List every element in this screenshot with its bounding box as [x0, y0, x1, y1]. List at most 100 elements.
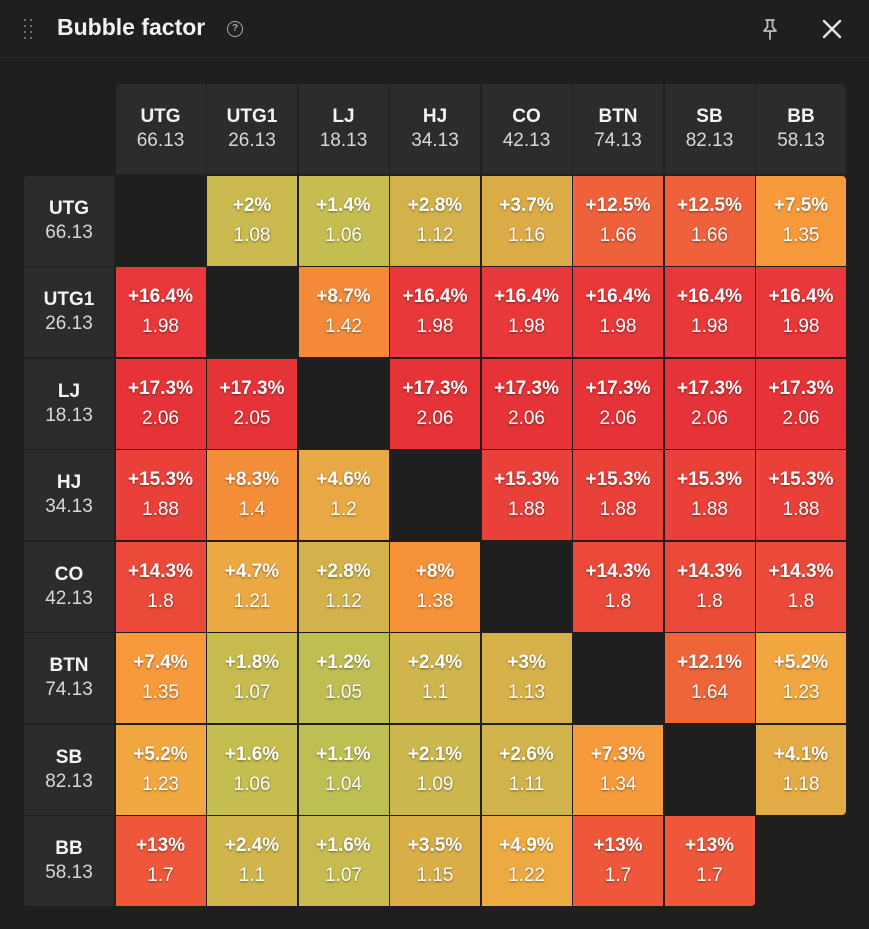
cell-percentage: +16.4%: [768, 286, 834, 307]
matrix-cell[interactable]: +5.2% 1.23: [115, 724, 206, 815]
matrix-cell[interactable]: +15.3% 1.88: [481, 450, 572, 540]
cell-bubble-factor: 1.13: [508, 682, 545, 703]
matrix-cell[interactable]: +15.3% 1.88: [756, 450, 846, 540]
matrix-cell[interactable]: +17.3% 2.06: [481, 358, 572, 449]
matrix-cell[interactable]: +14.3% 1.8: [573, 541, 663, 632]
cell-bubble-factor: 2.05: [233, 407, 271, 429]
matrix-cell[interactable]: +5.2% 1.23: [756, 633, 846, 723]
row-player-name: UTG1: [43, 289, 95, 310]
matrix-cell[interactable]: +14.3% 1.8: [664, 541, 755, 632]
matrix-cell[interactable]: +2.6% 1.11: [481, 724, 572, 815]
matrix-cell[interactable]: +14.3% 1.8: [756, 541, 846, 632]
matrix-cell[interactable]: +16.4% 1.98: [481, 267, 572, 357]
column-header: HJ 34.13: [390, 84, 480, 174]
cell-bubble-factor: 1.8: [147, 590, 174, 612]
close-icon[interactable]: [820, 17, 844, 41]
matrix-cell[interactable]: +1.6% 1.06: [207, 724, 297, 815]
matrix-cell[interactable]: +16.4% 1.98: [664, 267, 755, 357]
matrix-cell[interactable]: +15.3% 1.88: [664, 450, 755, 540]
matrix-cell[interactable]: +16.4% 1.98: [756, 267, 846, 357]
column-player-stack: 26.13: [228, 130, 276, 151]
matrix-cell[interactable]: +17.3% 2.06: [756, 358, 846, 449]
matrix-cell[interactable]: +14.3% 1.8: [115, 541, 206, 632]
matrix-cell[interactable]: +15.3% 1.88: [573, 450, 663, 540]
cell-percentage: +17.3%: [677, 377, 742, 399]
cell-bubble-factor: 1.88: [691, 499, 728, 520]
cell-bubble-factor: 2.06: [691, 407, 728, 429]
column-player-stack: 82.13: [685, 130, 734, 151]
matrix-cell[interactable]: +8.7% 1.42: [298, 267, 389, 357]
matrix-cell[interactable]: +4.7% 1.21: [207, 541, 297, 632]
matrix-cell[interactable]: +2.4% 1.1: [390, 633, 480, 723]
matrix-cell[interactable]: +7.3% 1.34: [573, 724, 663, 815]
matrix-cell[interactable]: +1.2% 1.05: [298, 633, 389, 723]
drag-handle-icon[interactable]: [24, 19, 36, 41]
matrix-cell[interactable]: +15.3% 1.88: [115, 450, 206, 540]
matrix-cell[interactable]: +12.5% 1.66: [573, 175, 663, 266]
cell-bubble-factor: 1.22: [508, 865, 545, 886]
matrix-cell[interactable]: +3% 1.13: [481, 633, 572, 723]
cell-percentage: +14.3%: [677, 560, 742, 582]
cell-bubble-factor: 1.05: [325, 682, 362, 703]
matrix-cell[interactable]: +1.4% 1.06: [298, 175, 389, 266]
matrix-cell[interactable]: +17.3% 2.05: [207, 358, 297, 449]
matrix-cell[interactable]: +1.1% 1.04: [298, 724, 389, 815]
matrix-cell[interactable]: +3.7% 1.16: [481, 175, 572, 266]
cell-percentage: +4.9%: [499, 835, 554, 856]
cell-percentage: +3%: [507, 652, 546, 673]
matrix-cell[interactable]: +1.6% 1.07: [298, 816, 389, 906]
cell-bubble-factor: 1.07: [233, 682, 271, 703]
matrix-cell[interactable]: +8% 1.38: [390, 541, 480, 632]
matrix-cell[interactable]: +7.5% 1.35: [756, 175, 846, 266]
column-player-stack: 74.13: [594, 130, 642, 151]
matrix-cell[interactable]: +4.9% 1.22: [481, 816, 572, 906]
column-player-stack: 58.13: [777, 130, 825, 151]
matrix-cell[interactable]: +1.8% 1.07: [207, 633, 297, 723]
cell-bubble-factor: 1.38: [416, 590, 454, 612]
cell-bubble-factor: 2.06: [782, 407, 820, 429]
cell-bubble-factor: 1.98: [691, 316, 728, 337]
column-player-name: LJ: [332, 106, 355, 127]
cell-percentage: +1.6%: [316, 835, 371, 856]
title-bar: Bubble factor ?: [0, 0, 869, 58]
matrix-cell[interactable]: +8.3% 1.4: [207, 450, 297, 540]
matrix-cell[interactable]: +17.3% 2.06: [573, 358, 663, 449]
matrix-cell[interactable]: +12.1% 1.64: [664, 633, 755, 723]
matrix-cell[interactable]: +7.4% 1.35: [115, 633, 206, 723]
cell-percentage: +3.5%: [407, 835, 463, 856]
matrix-cell[interactable]: +16.4% 1.98: [390, 267, 480, 357]
cell-bubble-factor: 1.23: [142, 773, 179, 795]
matrix-cell[interactable]: +3.5% 1.15: [390, 816, 480, 906]
matrix-cell[interactable]: +12.5% 1.66: [664, 175, 755, 266]
pin-icon[interactable]: [760, 17, 780, 41]
row-player-stack: 18.13: [45, 404, 93, 426]
cell-percentage: +13%: [684, 835, 735, 856]
cell-percentage: +1.4%: [316, 194, 371, 216]
matrix-cell[interactable]: +17.3% 2.06: [390, 358, 480, 449]
matrix-cell[interactable]: +2.1% 1.09: [390, 724, 480, 815]
matrix-cell[interactable]: +16.4% 1.98: [573, 267, 663, 357]
matrix-cell[interactable]: +17.3% 2.06: [664, 358, 755, 449]
matrix-cell[interactable]: +2.8% 1.12: [298, 541, 389, 632]
column-player-name: UTG1: [226, 106, 278, 127]
matrix-cell[interactable]: +4.1% 1.18: [756, 724, 846, 815]
cell-bubble-factor: 1.7: [604, 865, 632, 886]
cell-bubble-factor: 1.7: [696, 865, 723, 886]
matrix-cell[interactable]: +13% 1.7: [573, 816, 663, 906]
matrix-cell[interactable]: +2% 1.08: [207, 175, 297, 266]
cell-percentage: +7.5%: [773, 194, 829, 216]
matrix-cell[interactable]: +13% 1.7: [115, 816, 206, 906]
row-header: CO 42.13: [24, 541, 114, 632]
matrix-cell[interactable]: +2.4% 1.1: [207, 816, 297, 906]
matrix-cell[interactable]: +16.4% 1.98: [115, 267, 206, 357]
help-icon[interactable]: ?: [227, 21, 243, 37]
matrix-cell[interactable]: +4.6% 1.2: [298, 450, 389, 540]
row-player-stack: 66.13: [45, 221, 93, 243]
matrix-cell[interactable]: +17.3% 2.06: [115, 358, 206, 449]
cell-percentage: +1.2%: [316, 652, 371, 673]
column-player-stack: 18.13: [319, 130, 368, 151]
column-player-name: SB: [696, 106, 723, 127]
window-title: Bubble factor: [57, 14, 206, 40]
matrix-cell[interactable]: +2.8% 1.12: [390, 175, 480, 266]
matrix-cell[interactable]: +13% 1.7: [664, 816, 755, 906]
